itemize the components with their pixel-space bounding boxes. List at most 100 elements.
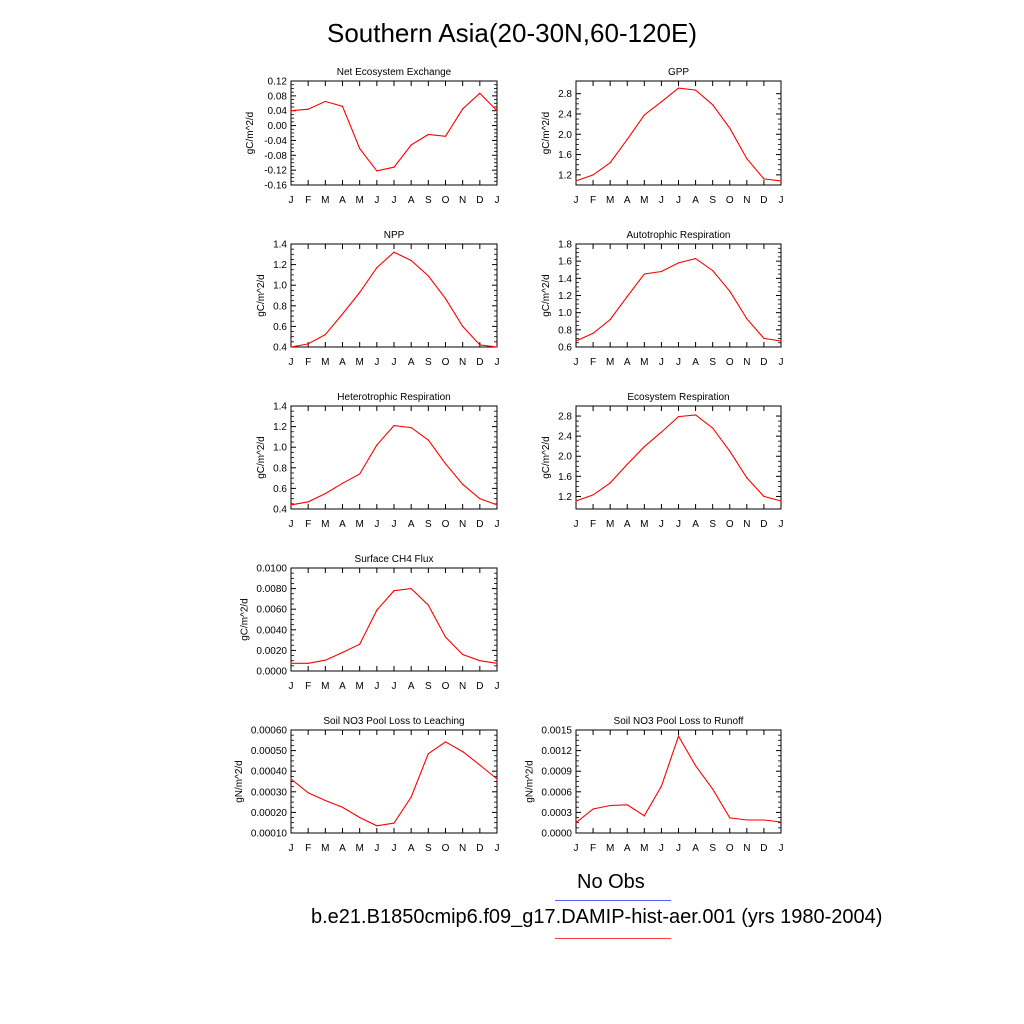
x-tick-label: J [676,195,681,206]
x-tick-label: D [476,519,483,530]
data-point [746,158,748,160]
data-point [444,463,447,465]
x-tick-label: F [305,195,311,206]
y-tick-label: 0.00010 [251,829,288,840]
data-point [410,144,412,146]
data-point [660,270,663,273]
x-tick-label: A [624,843,631,854]
x-tick-label: D [760,843,767,854]
data-point [290,110,292,112]
data-point [307,792,309,794]
x-tick-label: M [321,519,329,530]
data-point [694,414,697,416]
data-point [496,778,498,780]
data-point [660,785,663,787]
data-point [729,450,731,452]
data-point [496,504,498,506]
data-point [479,660,481,662]
x-tick-label: S [709,519,716,530]
x-tick-label: D [760,357,767,368]
series-line [575,414,782,502]
x-tick-label: J [779,357,784,368]
y-tick-label: -0.08 [264,151,287,162]
x-tick-label: N [743,357,750,368]
data-point [359,816,361,819]
y-tick-label: 0.0040 [256,625,287,636]
x-tick-label: A [624,357,631,368]
data-point [496,662,498,664]
x-tick-label: J [676,843,681,854]
x-tick-label: J [289,357,294,368]
plot-frame [575,729,782,834]
x-tick-label: J [574,519,579,530]
x-tick-label: J [676,519,681,530]
x-tick-label: M [355,357,363,368]
data-point [626,295,628,297]
y-tick-label: 0.8 [273,301,287,312]
y-tick-label: 0.8 [273,463,287,474]
chart-panel: J F M A M J J A S O N D J1.41.21.00.80.60.4NPPgC/m^2… [256,230,499,368]
y-tick-label: 0.0080 [256,584,287,595]
legend-obs-line [555,900,671,901]
data-point [763,178,765,180]
x-tick-label: M [355,681,363,692]
x-tick-label: J [659,519,664,530]
data-point [677,87,680,89]
x-tick-label: M [640,519,648,530]
x-tick-label: F [305,519,311,530]
chart-title: Autotrophic Respiration [627,230,731,241]
data-point [643,273,645,275]
data-point [376,609,378,611]
data-point [393,590,395,592]
data-point [609,482,611,484]
legend-case-name: b.e21.B1850cmip6.f09_g17.DAMIP-hist-aer.… [311,906,883,928]
x-tick-label: M [606,843,614,854]
x-tick-label: A [408,843,415,854]
data-point [575,340,577,342]
data-point [376,825,378,827]
data-point [427,275,429,277]
data-point [575,180,577,182]
data-point [609,804,611,807]
chart-title: Net Ecosystem Exchange [337,67,452,78]
y-axis-label: gC/m^2/d [256,436,267,479]
data-point [341,313,344,315]
data-point [643,815,645,817]
y-tick-label: 0.04 [268,106,288,117]
data-point [694,89,697,91]
y-tick-label: 0.4 [273,343,287,354]
data-point [712,270,714,272]
data-point [410,796,412,798]
x-tick-label: S [709,195,716,206]
x-tick-label: J [495,681,500,692]
series-line [575,258,782,342]
series-line [290,741,498,827]
chart-panel: J F M A M J J A S O N D J0.120.080.040.00-0.04-0.08-… [245,67,500,206]
plot-frame [290,729,498,834]
data-point [780,500,782,502]
y-tick-label: 0.0009 [541,767,572,778]
data-point [592,332,594,334]
x-tick-label: M [606,357,614,368]
x-tick-label: A [339,681,346,692]
x-tick-label: N [743,519,750,530]
x-tick-label: J [659,195,664,206]
data-point [746,318,748,320]
x-tick-label: J [289,195,294,206]
y-axis-label: gC/m^2/d [541,112,552,155]
y-tick-label: 0.0000 [256,667,287,678]
plot-frame [290,80,498,186]
x-tick-label: J [289,519,294,530]
data-point [462,653,464,656]
y-tick-label: 1.2 [273,260,287,271]
chart-title: Ecosystem Respiration [627,392,729,403]
x-tick-label: J [374,357,379,368]
x-tick-label: J [495,843,500,854]
x-tick-label: O [442,843,450,854]
x-tick-label: J [495,195,500,206]
y-tick-label: 0.0006 [541,787,572,798]
data-point [462,483,464,485]
y-axis-label: gC/m^2/d [256,274,267,317]
x-tick-label: J [374,519,379,530]
